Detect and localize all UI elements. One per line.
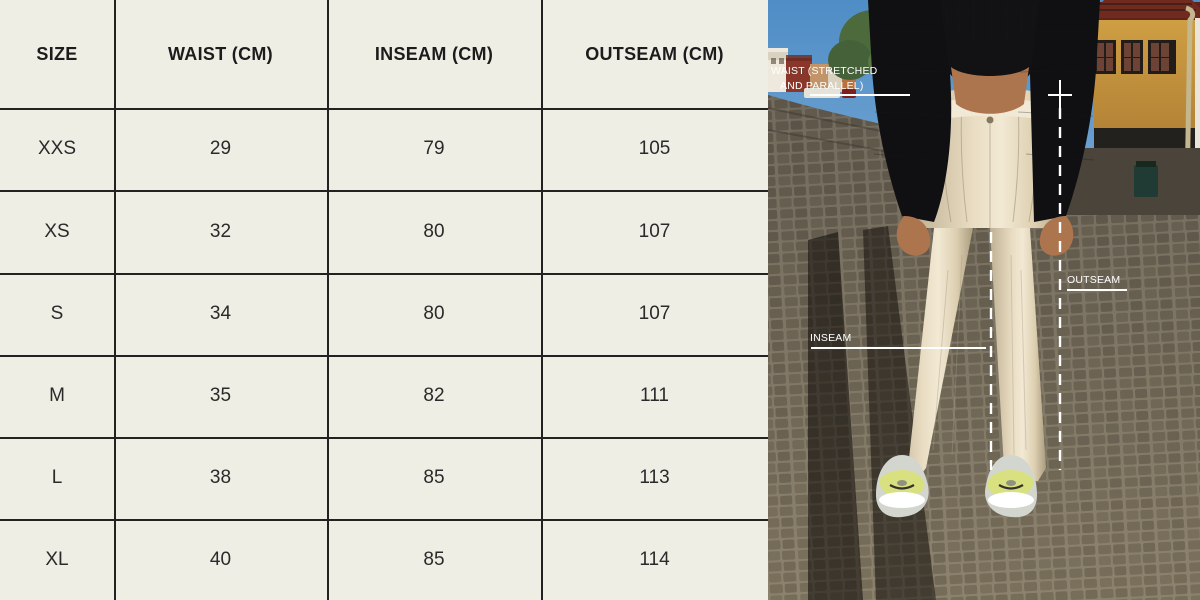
svg-text:AND PARALLEL): AND PARALLEL) <box>780 80 864 92</box>
svg-text:WAIST (STRETCHED: WAIST (STRETCHED <box>771 65 878 77</box>
svg-text:OUTSEAM: OUTSEAM <box>1067 274 1120 286</box>
svg-text:INSEAM: INSEAM <box>810 332 851 344</box>
